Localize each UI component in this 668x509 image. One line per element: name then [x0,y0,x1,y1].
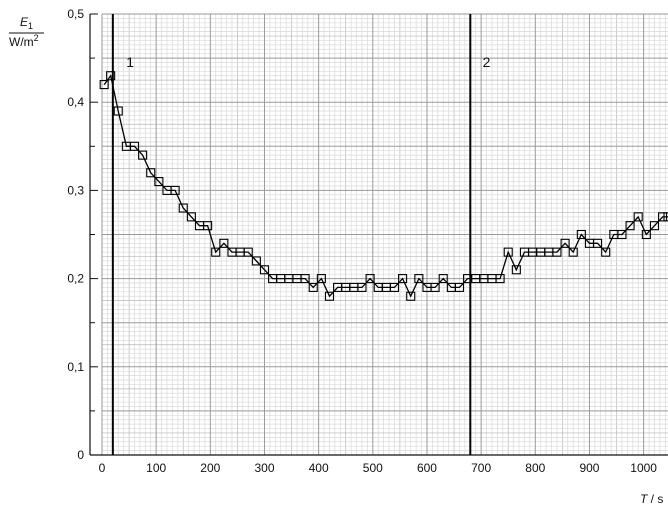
tick-labels: 0 100 200 300 400 500 600 700 800 900 1000 0 0,1 0,2 0… [67,7,657,475]
y-tick-label: 0,5 [67,7,84,21]
x-tick-label: 100 [146,461,166,475]
data-point [617,229,627,240]
x-axis-label: T / s [640,492,663,506]
marker-line-label: 1 [126,54,134,70]
y-tick-label: 0,4 [67,95,84,109]
data-point [211,247,221,257]
data-point [365,274,375,284]
data-point [633,212,643,222]
data-point [454,282,465,292]
data-point [203,221,213,231]
data-point [414,274,424,284]
axes [89,13,668,456]
data-point [593,238,603,248]
data-point [658,212,668,222]
x-tick-label: 0 [99,461,106,475]
y-tick-label: 0,2 [67,272,84,286]
x-tick-label: 600 [417,461,437,475]
data-point [430,282,440,292]
y-tick-label: 0,3 [67,183,84,197]
data-point [495,274,505,284]
x-tick-label: 1000 [630,461,657,475]
x-tick-label: 700 [471,461,491,475]
y-tick-label: 0 [77,448,84,462]
x-tick-label: 900 [579,461,599,475]
data-point [357,282,367,292]
data-point [649,221,660,231]
x-tick-label: 800 [525,461,545,475]
x-tick-label: 200 [200,461,220,475]
data-point [568,247,578,257]
data-point [316,274,326,284]
data-point [576,229,586,240]
y-label-unit: W/m2 [9,33,39,49]
data-point [552,247,562,257]
data-point [259,265,270,275]
data-point [511,265,521,275]
series-line [103,74,668,298]
y-axis-label: E1 W/m2 [9,15,44,49]
data-point [406,291,416,301]
data-point [138,150,148,160]
x-tick-label: 300 [254,461,274,475]
marker-line-label: 2 [483,54,491,70]
data-point [663,212,668,222]
data-series [99,71,668,301]
data-point [186,212,196,222]
x-tick-label: 400 [309,461,329,475]
data-point [243,247,253,257]
data-point [398,274,408,284]
data-point [300,274,310,284]
y-label-symbol: E1 [20,15,33,31]
data-point [560,238,570,248]
data-point [503,247,513,257]
data-point [308,282,318,292]
data-point [129,141,140,151]
data-point [251,256,261,266]
data-point [625,221,635,231]
data-point [641,229,651,240]
data-point [113,106,123,116]
data-point [324,291,335,301]
data-point [389,282,400,292]
data-point [601,247,611,257]
data-point [438,274,448,284]
y-tick-label: 0,1 [67,360,84,374]
data-point [154,177,164,187]
x-tick-label: 500 [363,461,383,475]
data-point [219,238,229,248]
data-point [99,80,109,90]
data-point [178,203,188,213]
data-point [170,185,180,195]
data-point [146,168,156,178]
data-point [106,71,116,81]
